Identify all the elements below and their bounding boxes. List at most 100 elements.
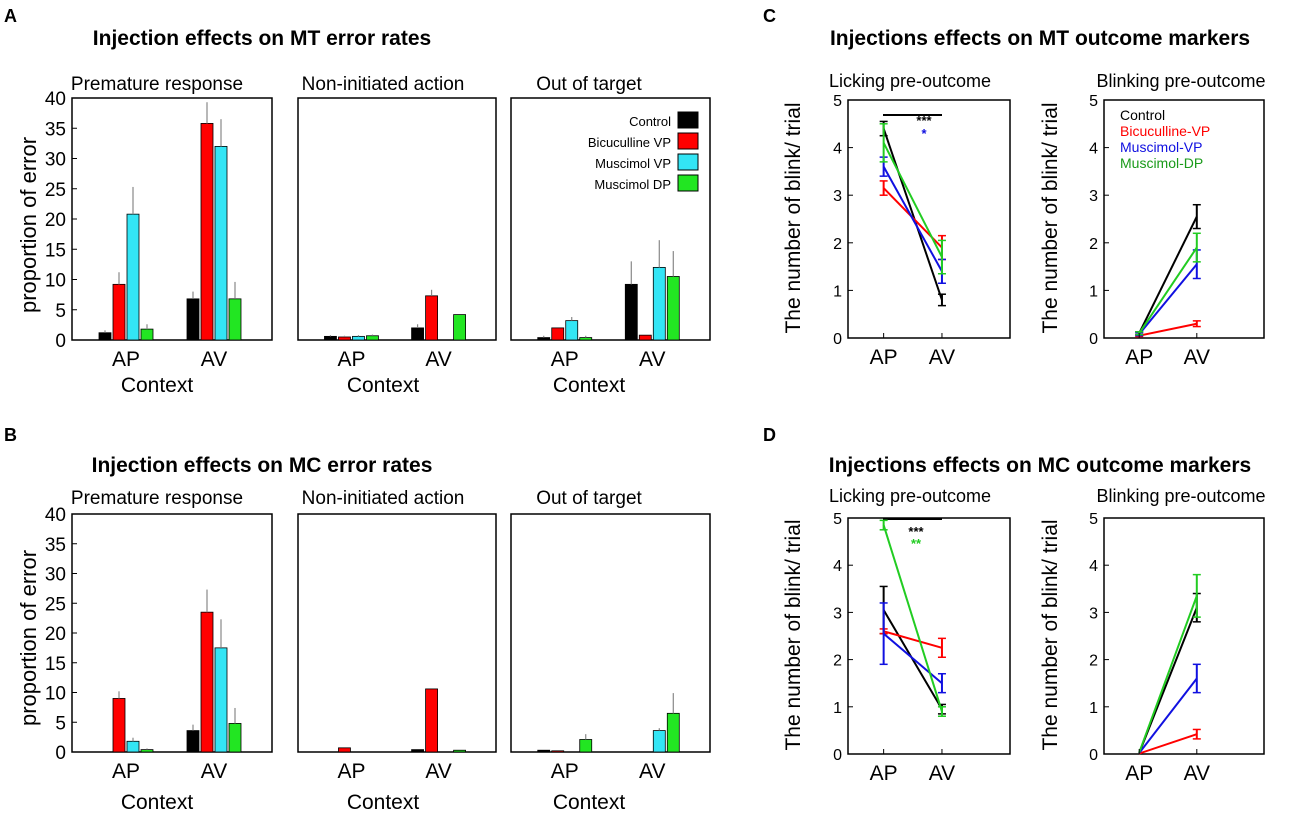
y-tick-label: 15 [45, 240, 66, 261]
y-tick-label: 10 [45, 271, 66, 292]
d1-subtitle: Licking pre-outcome [829, 486, 991, 506]
bar-bicuculline-vp-av [200, 611, 214, 753]
panel-c-letter: C [763, 6, 776, 26]
legend-a3-control: Control [629, 114, 671, 129]
panel-d1-ylabel: The number of blink/ trial [782, 519, 805, 750]
y-tick-label: 0 [1089, 331, 1098, 348]
x-tick-label: AP [551, 760, 579, 783]
y-tick-label: 5 [833, 93, 842, 110]
bar-control-av [186, 298, 200, 341]
legend-a3-musdp: Muscimol DP [594, 177, 671, 192]
bar-muscimol-vp-av [214, 647, 228, 753]
panel-d-title: Injections effects on MC outcome markers [829, 454, 1251, 477]
bar-control-av [411, 749, 424, 753]
y-tick-label: 5 [1089, 511, 1098, 528]
b3-xlabel: Context [553, 791, 626, 814]
bar-muscimol-dp-av [666, 276, 680, 341]
legend-c2-musvp: Muscimol-VP [1120, 139, 1202, 155]
bar-muscimol-dp-av [666, 712, 680, 753]
legend-swatch-musvp [677, 153, 699, 171]
bar-bicuculline-vp-ap [551, 750, 565, 753]
y-tick-label: 20 [45, 210, 66, 231]
x-tick-label: AV [1184, 346, 1210, 369]
line-control [882, 128, 943, 301]
y-tick-label: 1 [1089, 700, 1098, 717]
chart-frame [71, 97, 273, 341]
a1-xlabel: Context [121, 374, 194, 397]
bar-bicuculline-vp-ap [551, 327, 565, 341]
line-bicuculline-vp [1138, 733, 1198, 755]
b1-subtitle: Premature response [71, 488, 243, 509]
sig-d1-green: ** [911, 536, 922, 551]
line-muscimol-vp [882, 632, 943, 684]
a3-subtitle: Out of target [536, 74, 642, 95]
legend-swatch-musdp [677, 174, 699, 192]
x-tick-label: AV [201, 348, 227, 371]
chart-d2: AP AV 0 1 2 3 4 5 [1089, 511, 1265, 785]
y-tick-label: 2 [1089, 653, 1098, 670]
chart-frame [297, 513, 497, 753]
x-tick-label: AP [551, 348, 579, 371]
bar-muscimol-dp-ap [366, 335, 379, 341]
b1-xlabel: Context [121, 791, 194, 814]
chart-a3: AP AV [510, 97, 711, 371]
x-tick-label: AP [337, 760, 365, 783]
line-bicuculline-vp [883, 630, 943, 649]
sig-c1: *** * [883, 113, 942, 141]
y-tick-label: 5 [55, 713, 66, 734]
chart-b2: AP AV [297, 513, 497, 783]
panel-a-letter: A [4, 6, 17, 26]
y-tick-label: 2 [833, 236, 842, 253]
y-tick-label: 1 [833, 283, 842, 300]
chart-frame [847, 99, 1011, 339]
y-tick-label: 5 [1089, 93, 1098, 110]
line-muscimol-vp [882, 166, 943, 272]
bar-control-av [411, 327, 424, 341]
x-tick-label: AV [929, 346, 955, 369]
bar-muscimol-dp-av [228, 723, 242, 753]
bar-muscimol-dp-av [228, 298, 242, 341]
legend-swatch-bic [677, 132, 699, 150]
bar-muscimol-vp-ap [565, 320, 579, 341]
x-tick-label: AV [639, 760, 665, 783]
bar-muscimol-vp-ap [352, 335, 365, 341]
bar-muscimol-vp-av [214, 145, 228, 341]
sig-d1-black: *** [908, 524, 924, 539]
panel-c-title: Injections effects on MT outcome markers [830, 27, 1250, 50]
bar-muscimol-vp-ap [126, 740, 140, 753]
y-tick-label: 0 [1089, 747, 1098, 764]
y-tick-label: 4 [833, 558, 842, 575]
b3-subtitle: Out of target [536, 488, 642, 509]
chart-frame [847, 517, 1011, 755]
y-tick-label: 40 [45, 89, 66, 110]
bar-control-av [624, 283, 638, 341]
chart-b1: AP AV 0 5 10 15 20 25 30 35 40 [45, 505, 273, 783]
x-tick-label: AV [425, 760, 451, 783]
legend-c2-control: Control [1120, 107, 1165, 123]
y-tick-label: 3 [1089, 605, 1098, 622]
bar-muscimol-dp-ap [579, 739, 593, 753]
legend-swatch-control [677, 111, 699, 129]
line-muscimol-dp [882, 524, 943, 712]
y-tick-label: 35 [45, 535, 66, 556]
a3-xlabel: Context [553, 374, 626, 397]
y-tick-label: 3 [1089, 188, 1098, 205]
panel-a-title: Injection effects on MT error rates [93, 27, 431, 50]
bar-bicuculline-vp-av [200, 123, 214, 341]
bar-bicuculline-vp-ap [112, 698, 126, 753]
x-tick-label: AP [337, 348, 365, 371]
a2-xlabel: Context [347, 374, 420, 397]
bar-muscimol-vp-av [652, 730, 666, 753]
sig-c1-black: *** [916, 113, 932, 128]
bar-muscimol-dp-av [453, 749, 466, 753]
panel-b-letter: B [4, 425, 17, 445]
sig-c1-blue: * [921, 126, 927, 141]
y-tick-label: 0 [833, 747, 842, 764]
bar-bicuculline-vp-av [425, 688, 438, 753]
y-tick-label: 1 [1089, 283, 1098, 300]
x-tick-label: AP [1125, 762, 1153, 785]
x-tick-label: AV [425, 348, 451, 371]
chart-c2: AP AV 0 1 2 3 4 5 [1089, 93, 1265, 369]
y-tick-label: 2 [1089, 236, 1098, 253]
